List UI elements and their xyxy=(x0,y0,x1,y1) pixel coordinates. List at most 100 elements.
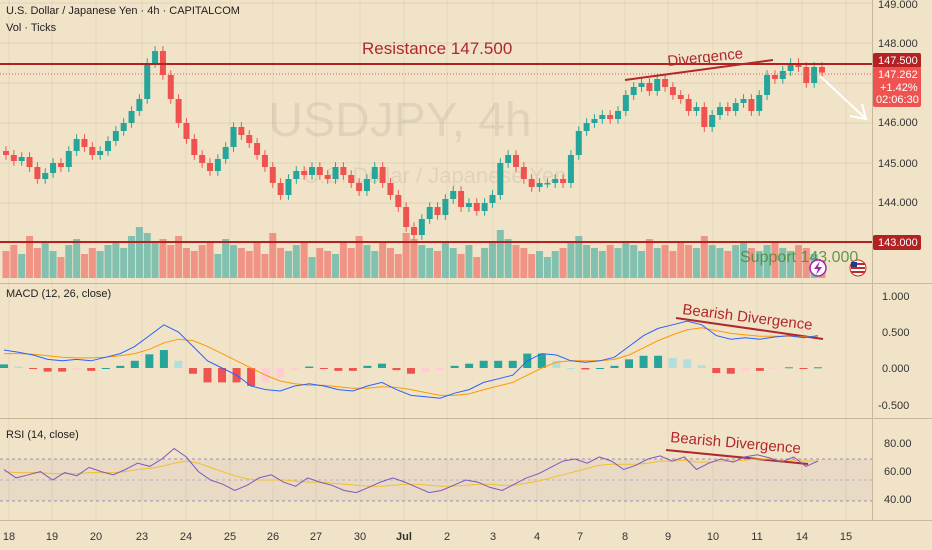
candle[interactable] xyxy=(764,75,771,95)
candle[interactable] xyxy=(701,107,708,127)
candle[interactable] xyxy=(26,157,33,167)
candle[interactable] xyxy=(191,139,198,155)
candle[interactable] xyxy=(575,131,582,155)
candle[interactable] xyxy=(379,167,386,183)
candle[interactable] xyxy=(128,111,135,123)
candle[interactable] xyxy=(654,79,661,91)
candle[interactable] xyxy=(434,207,441,215)
candle[interactable] xyxy=(819,67,825,73)
candle[interactable] xyxy=(293,171,300,179)
candle[interactable] xyxy=(73,139,80,151)
candle[interactable] xyxy=(748,99,755,111)
candle[interactable] xyxy=(709,115,716,127)
candle[interactable] xyxy=(528,179,535,187)
candle[interactable] xyxy=(740,99,747,103)
candle[interactable] xyxy=(42,173,49,179)
candle[interactable] xyxy=(246,135,253,143)
candle[interactable] xyxy=(301,171,308,175)
candle[interactable] xyxy=(395,195,402,207)
candle[interactable] xyxy=(591,119,598,123)
candle[interactable] xyxy=(552,179,559,183)
candle[interactable] xyxy=(371,167,378,179)
candle[interactable] xyxy=(489,195,496,203)
candle[interactable] xyxy=(458,191,465,207)
candle[interactable] xyxy=(3,151,9,155)
candle[interactable] xyxy=(387,183,394,195)
candle[interactable] xyxy=(646,83,653,91)
candle[interactable] xyxy=(105,141,111,151)
macd-label[interactable]: MACD (12, 26, close) xyxy=(6,288,111,300)
candle[interactable] xyxy=(144,63,151,99)
candle[interactable] xyxy=(222,147,229,159)
candle[interactable] xyxy=(779,71,786,79)
candle[interactable] xyxy=(426,207,433,219)
candle[interactable] xyxy=(418,219,425,235)
symbol-title[interactable]: U.S. Dollar / Japanese Yen · 4h · CAPITA… xyxy=(6,5,240,17)
candle[interactable] xyxy=(152,51,159,63)
candle[interactable] xyxy=(277,183,284,195)
candle[interactable] xyxy=(10,155,17,161)
candle[interactable] xyxy=(324,175,331,179)
candle[interactable] xyxy=(497,163,504,195)
candle[interactable] xyxy=(316,167,323,175)
lightning-icon[interactable] xyxy=(809,259,827,277)
candle[interactable] xyxy=(450,191,457,199)
candle[interactable] xyxy=(269,167,276,183)
candle[interactable] xyxy=(481,203,488,211)
candle[interactable] xyxy=(544,183,551,185)
candle[interactable] xyxy=(207,163,213,171)
candle[interactable] xyxy=(411,227,417,235)
candle[interactable] xyxy=(183,123,190,139)
candle[interactable] xyxy=(473,203,480,211)
candle[interactable] xyxy=(465,203,472,207)
candle[interactable] xyxy=(214,159,221,171)
candle[interactable] xyxy=(787,63,794,71)
candle[interactable] xyxy=(756,95,763,111)
candle[interactable] xyxy=(285,179,292,195)
candle[interactable] xyxy=(175,99,182,123)
candle[interactable] xyxy=(57,163,64,167)
candle[interactable] xyxy=(717,107,723,115)
candle[interactable] xyxy=(803,67,810,83)
candle[interactable] xyxy=(811,67,818,83)
candle[interactable] xyxy=(732,103,739,111)
candle[interactable] xyxy=(97,151,104,155)
candle[interactable] xyxy=(65,151,72,167)
candle[interactable] xyxy=(81,139,88,147)
candle[interactable] xyxy=(630,87,637,95)
candle[interactable] xyxy=(348,175,355,183)
candle[interactable] xyxy=(513,155,519,167)
candle[interactable] xyxy=(442,199,449,215)
candle[interactable] xyxy=(18,157,25,161)
rsi-label[interactable]: RSI (14, close) xyxy=(6,429,79,441)
candle[interactable] xyxy=(771,75,778,79)
candle[interactable] xyxy=(167,75,174,99)
candle[interactable] xyxy=(230,127,237,147)
candle[interactable] xyxy=(34,167,41,179)
candle[interactable] xyxy=(238,127,245,135)
candle[interactable] xyxy=(669,87,676,95)
candle[interactable] xyxy=(120,123,127,131)
candle[interactable] xyxy=(332,167,339,179)
candle[interactable] xyxy=(693,107,700,111)
candle[interactable] xyxy=(724,107,731,111)
candle[interactable] xyxy=(677,95,684,99)
candle[interactable] xyxy=(112,131,119,141)
candle[interactable] xyxy=(615,111,621,119)
candle[interactable] xyxy=(536,183,543,187)
candle[interactable] xyxy=(50,163,57,173)
candle[interactable] xyxy=(567,155,574,183)
candle[interactable] xyxy=(685,99,692,111)
candle[interactable] xyxy=(505,155,512,163)
candle[interactable] xyxy=(520,167,527,179)
candle[interactable] xyxy=(199,155,206,163)
candle[interactable] xyxy=(638,83,645,87)
us-flag-icon[interactable] xyxy=(849,259,867,277)
volume-label[interactable]: Vol · Ticks xyxy=(6,22,57,34)
time-axis[interactable]: 18 19 20 23 24 25 26 27 30 Jul 2 3 4 7 8… xyxy=(3,531,852,543)
candle[interactable] xyxy=(560,179,567,183)
candle[interactable] xyxy=(622,95,629,111)
candle[interactable] xyxy=(662,79,669,87)
candle[interactable] xyxy=(136,99,143,111)
candle[interactable] xyxy=(583,123,590,131)
